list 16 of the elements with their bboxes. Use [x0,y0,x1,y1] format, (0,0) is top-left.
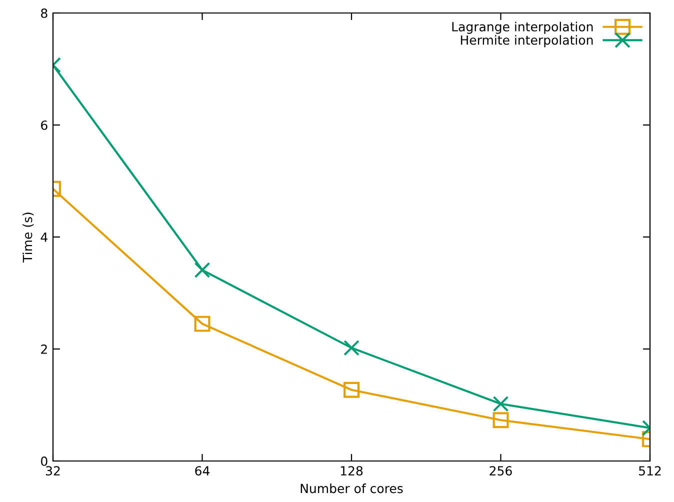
x-tick-label: 512 [639,466,661,476]
x-axis-title: Number of cores [300,484,403,494]
y-tick-label: 4 [40,232,48,242]
y-tick-label: 0 [41,456,48,466]
y-tick-label: 8 [41,8,48,18]
x-tick-label: 32 [46,466,60,476]
x-tick-label: 128 [340,466,363,476]
point [344,340,360,356]
y-axis-title: Time (s) [22,212,34,262]
x-tick-label: 256 [490,466,512,476]
point [344,382,360,398]
y-tick-label: 2 [41,344,47,354]
legend-label: Lagrange interpolation [452,22,593,34]
x-tick-label: 64 [195,466,210,476]
legend-label: Hermite interpolation [460,35,593,48]
y-tick-label: 6 [41,120,48,130]
